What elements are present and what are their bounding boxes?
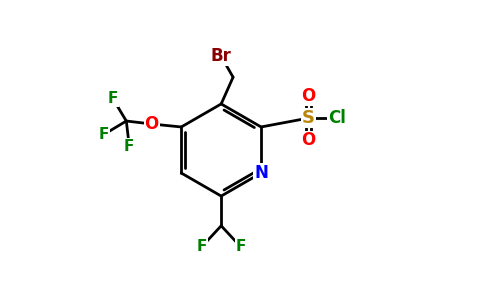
- Text: F: F: [99, 127, 109, 142]
- Text: O: O: [144, 115, 159, 133]
- Text: O: O: [302, 131, 316, 149]
- Text: O: O: [302, 87, 316, 105]
- Text: Cl: Cl: [328, 109, 346, 127]
- Text: F: F: [197, 239, 207, 254]
- Text: S: S: [302, 109, 315, 127]
- Text: F: F: [108, 91, 118, 106]
- Text: N: N: [254, 164, 268, 182]
- Text: F: F: [124, 139, 135, 154]
- Text: Br: Br: [211, 47, 232, 65]
- Text: F: F: [235, 239, 246, 254]
